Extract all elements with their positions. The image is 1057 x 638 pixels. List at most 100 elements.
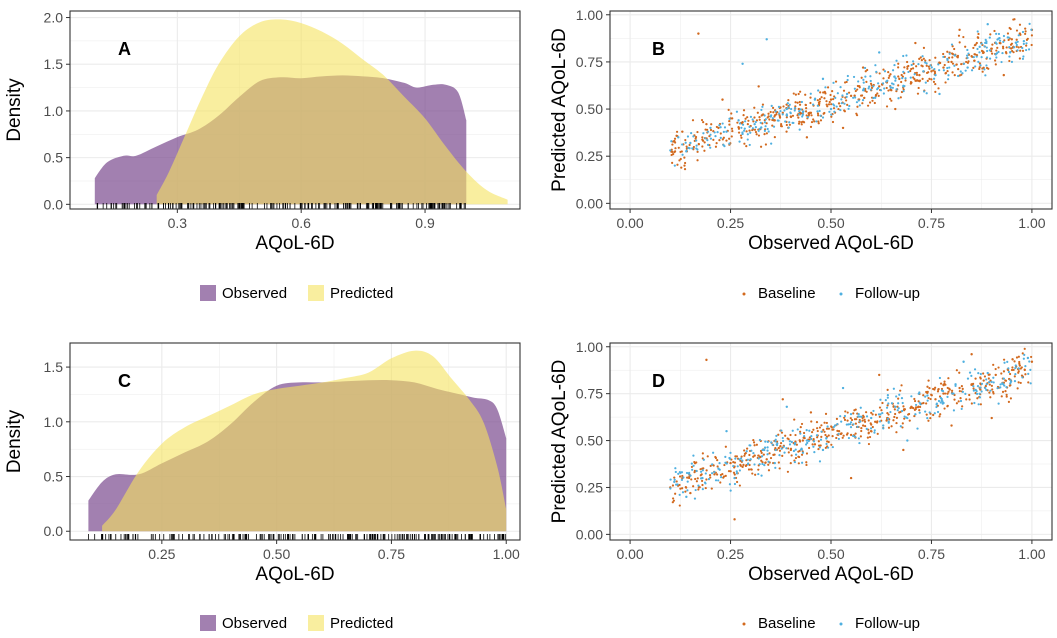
data-point [709, 133, 712, 136]
data-point [706, 130, 710, 133]
data-point [922, 46, 926, 49]
data-point [777, 119, 780, 122]
data-point [941, 402, 944, 405]
data-point [763, 448, 766, 452]
data-point [966, 56, 969, 59]
data-point [973, 59, 976, 62]
panel-d: 0.00 0.25 0.50 0.75 1.00 0.00 0.25 0.50 0.75 1.00… [549, 339, 1053, 632]
data-point [861, 102, 864, 105]
data-point [718, 462, 721, 465]
legend-swatch [308, 615, 324, 631]
data-point [948, 387, 951, 390]
y-tick-label: 0.5 [44, 150, 64, 166]
data-point [1000, 395, 1003, 398]
data-point [970, 69, 974, 72]
data-point [812, 428, 815, 431]
data-point [895, 90, 898, 93]
data-point [982, 379, 985, 382]
data-point [704, 486, 707, 490]
data-point [837, 437, 840, 441]
data-point [681, 143, 684, 146]
data-point [812, 118, 815, 121]
data-point [780, 431, 784, 434]
data-point [946, 69, 949, 73]
data-point [1025, 42, 1028, 45]
data-point [701, 469, 704, 472]
data-point [785, 447, 788, 450]
data-point [817, 89, 820, 92]
data-point [707, 478, 711, 481]
data-point [733, 461, 737, 464]
panel-c: 0.25 0.50 0.75 1.00 0.0 0.5 1.0 1.5 AQoL-6D Densi… [4, 342, 521, 632]
data-point [763, 464, 766, 467]
data-point [984, 41, 987, 44]
data-point [754, 130, 758, 134]
data-point [691, 147, 694, 150]
data-point [1029, 368, 1032, 372]
data-point [852, 434, 855, 438]
data-point [802, 431, 806, 435]
rug-marks [96, 203, 466, 209]
data-point [895, 421, 898, 425]
data-point [777, 461, 780, 464]
data-point [800, 100, 803, 104]
data-point [899, 389, 902, 392]
data-point [870, 423, 873, 426]
data-point [764, 440, 767, 443]
data-point [674, 470, 677, 474]
data-point [749, 131, 752, 134]
data-point [725, 139, 728, 142]
panel-b: 0.00 0.25 0.50 0.75 1.00 0.00 0.25 0.50 0.75 1.00… [549, 7, 1053, 302]
data-point [961, 405, 964, 408]
data-point [752, 451, 755, 455]
data-point [997, 32, 1001, 36]
data-point [995, 52, 999, 55]
data-point [877, 82, 880, 85]
data-point [841, 386, 845, 390]
data-point [786, 437, 789, 440]
data-point [1002, 34, 1006, 38]
data-point [671, 143, 674, 146]
data-point [946, 392, 949, 395]
data-point [730, 135, 733, 138]
data-point [788, 121, 791, 124]
data-point [999, 383, 1002, 386]
data-point [778, 449, 782, 452]
data-point [865, 415, 869, 418]
data-point [914, 413, 917, 416]
data-point [941, 400, 944, 403]
data-point [819, 119, 823, 122]
data-point [858, 441, 861, 445]
legend-label: Predicted [330, 285, 393, 302]
data-point [922, 70, 925, 73]
data-point [917, 405, 920, 408]
data-point [907, 413, 910, 416]
data-point [846, 419, 849, 422]
data-point [758, 463, 761, 466]
data-point [799, 112, 803, 115]
data-point [967, 52, 970, 55]
data-point [824, 433, 827, 437]
legend-swatch [200, 285, 216, 301]
data-point [816, 429, 819, 433]
data-point [972, 385, 975, 388]
data-point [759, 145, 763, 148]
legend-label: Observed [222, 285, 287, 302]
data-point [873, 429, 876, 432]
data-point [805, 107, 808, 110]
data-point [767, 115, 770, 118]
data-point [781, 111, 784, 115]
data-point [818, 100, 821, 103]
data-point [972, 55, 975, 59]
gridlines [610, 343, 1052, 540]
data-point [974, 377, 977, 380]
data-point [1002, 377, 1005, 380]
data-point [1019, 381, 1022, 385]
data-point [975, 41, 978, 45]
data-point [978, 66, 981, 69]
data-point [954, 383, 957, 386]
data-point [960, 63, 963, 66]
data-point [935, 405, 938, 409]
data-point [1021, 49, 1025, 52]
data-point [843, 81, 847, 84]
